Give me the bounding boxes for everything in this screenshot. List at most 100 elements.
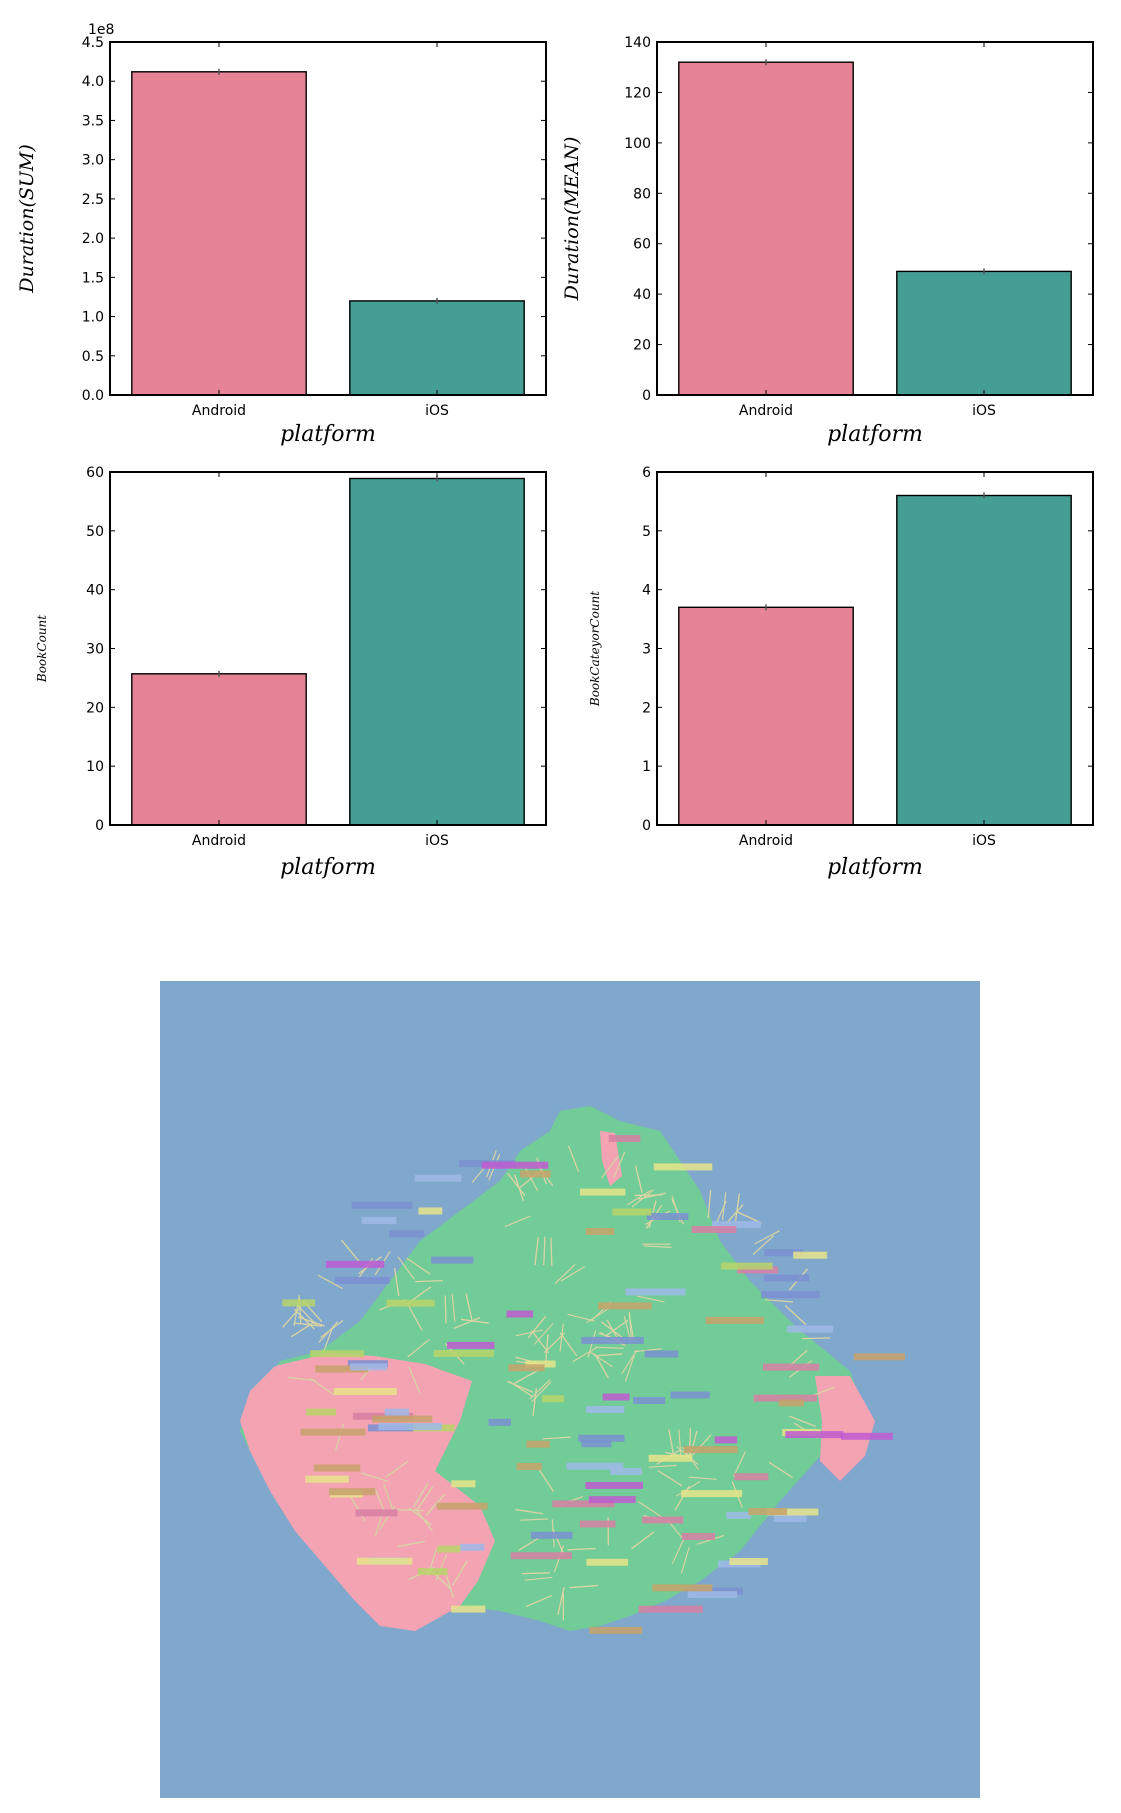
- map-label-chip: [585, 1228, 615, 1235]
- map-label-chip: [526, 1440, 550, 1448]
- map-label-chip: [785, 1431, 844, 1439]
- y-tick-label: 20: [633, 338, 651, 354]
- cell-edge: [628, 1311, 632, 1340]
- cell-edge: [384, 1460, 409, 1478]
- map-label-chip: [683, 1446, 738, 1454]
- plot-frame: [109, 41, 547, 396]
- y-tick-label: 10: [86, 759, 104, 775]
- cell-edge: [765, 1299, 794, 1303]
- cell-edge: [453, 1317, 481, 1329]
- cell-edge: [397, 1256, 415, 1280]
- map-label-chip: [644, 1350, 679, 1358]
- cell-edge: [626, 1189, 652, 1206]
- y-tick-label: 2.5: [82, 192, 104, 208]
- map-label-chip: [417, 1568, 448, 1576]
- bar-android: [131, 673, 307, 826]
- cell-edge: [425, 1493, 445, 1516]
- map-label-chip: [646, 1213, 689, 1220]
- cell-edge: [407, 1338, 430, 1358]
- map-label-chip: [580, 1188, 626, 1196]
- cell-edge: [559, 1332, 578, 1357]
- map-label-chip: [681, 1490, 743, 1498]
- map-label-chip: [481, 1161, 549, 1169]
- map-label-chip: [589, 1626, 643, 1634]
- cell-edge: [567, 1547, 596, 1551]
- map-label-chip: [510, 1552, 572, 1560]
- x-tick-label: Android: [192, 403, 246, 419]
- map-label-chip: [579, 1520, 616, 1528]
- map-label-chip: [687, 1591, 738, 1599]
- cell-edge: [360, 1472, 389, 1482]
- map-label-chip: [761, 1291, 820, 1299]
- cell-edge: [601, 1321, 625, 1340]
- map-label-chip: [653, 1163, 713, 1171]
- cell-edge: [784, 1305, 807, 1325]
- map-label-chip: [431, 1256, 474, 1264]
- map-label-chip: [566, 1462, 624, 1470]
- map-label-chip: [588, 1496, 636, 1504]
- cell-edge: [634, 1194, 663, 1197]
- cell-edge: [310, 1378, 334, 1395]
- cell-edge: [636, 1295, 665, 1303]
- map-label-chip: [552, 1500, 615, 1508]
- map-label-chip: [488, 1418, 511, 1426]
- cell-edge: [544, 1332, 565, 1354]
- cell-edge: [451, 1293, 456, 1322]
- map-label-chip: [384, 1408, 410, 1416]
- cell-edge: [631, 1189, 655, 1208]
- cell-edge: [534, 1237, 539, 1266]
- cell-edge: [593, 1353, 609, 1379]
- y-tick-label: 0: [642, 388, 651, 404]
- y-tick-label: 1.0: [82, 310, 104, 326]
- cell-edge: [522, 1572, 551, 1575]
- map-label-chip: [712, 1221, 761, 1229]
- cell-edge: [341, 1239, 360, 1263]
- cell-edge: [588, 1350, 613, 1368]
- map-label-chip: [372, 1415, 433, 1423]
- bar-ios: [896, 494, 1072, 826]
- cell-edge: [668, 1429, 675, 1458]
- map-label-chip: [642, 1516, 684, 1524]
- cell-edge: [506, 1380, 534, 1393]
- map-label-chip: [329, 1488, 376, 1496]
- cell-edge: [643, 1245, 672, 1248]
- y-tick-label: 20: [86, 700, 104, 716]
- cell-edge: [293, 1322, 322, 1327]
- y-tick-label: 2: [642, 700, 651, 716]
- cell-edge: [657, 1470, 683, 1487]
- cell-edge: [507, 1172, 526, 1196]
- cell-edge: [504, 1215, 531, 1228]
- map-label-chip: [638, 1605, 703, 1613]
- map-label-chip: [670, 1391, 710, 1399]
- map-label-chip: [736, 1266, 779, 1274]
- map-label-chip: [586, 1558, 629, 1566]
- y-tick-label: 1.5: [82, 270, 104, 286]
- cell-edge: [537, 1467, 554, 1492]
- cell-edge: [734, 1193, 740, 1222]
- cell-edge: [733, 1451, 747, 1477]
- map-label-chip: [305, 1475, 349, 1483]
- cell-edge: [671, 1198, 685, 1225]
- map-label-chip: [720, 1262, 773, 1270]
- map-label-chip: [753, 1394, 817, 1402]
- y-tick-label: 6: [642, 465, 651, 481]
- y-tick-label: 140: [624, 35, 651, 51]
- cell-edge: [678, 1429, 682, 1458]
- y-tick-label: 80: [633, 186, 651, 202]
- cell-edge: [789, 1415, 816, 1427]
- bar-ios: [896, 270, 1072, 396]
- bar-android: [678, 61, 854, 396]
- x-tick-label: iOS: [972, 403, 996, 419]
- y-axis-label: Duration(SUM): [16, 144, 38, 294]
- cell-edge: [621, 1349, 638, 1375]
- y-tick-label: 30: [86, 642, 104, 658]
- cell-edge: [545, 1334, 549, 1363]
- map-label-chip: [356, 1557, 413, 1565]
- cell-edge: [408, 1305, 423, 1331]
- map-label-chip: [585, 1481, 643, 1489]
- bar-android: [131, 71, 307, 396]
- y-tick-label: 100: [624, 136, 651, 152]
- map-label-chip: [691, 1226, 737, 1233]
- map-label-chip: [602, 1393, 630, 1401]
- map-label-chip: [841, 1432, 893, 1440]
